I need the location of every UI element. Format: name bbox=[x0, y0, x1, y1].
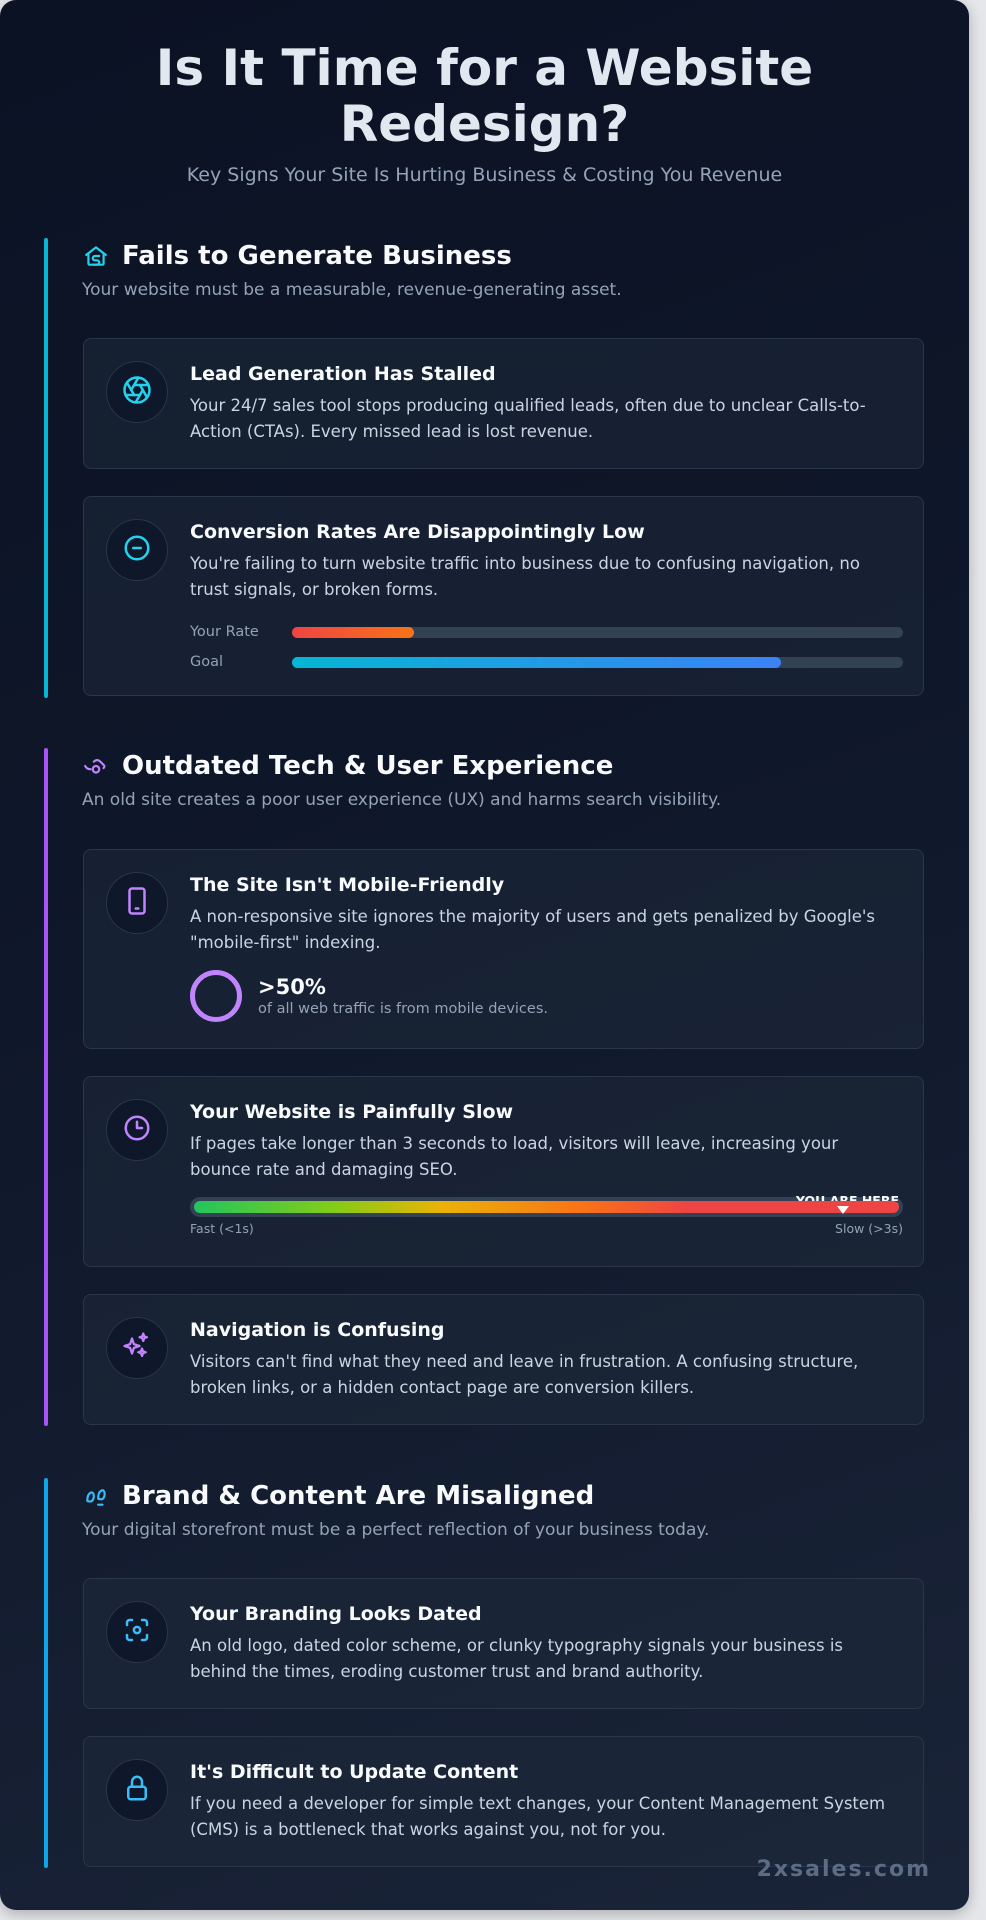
section-title: Brand & Content Are Misaligned bbox=[122, 1481, 595, 1511]
card-conversion-rates: Conversion Rates Are Disappointingly Low… bbox=[83, 496, 924, 696]
card-branding-dated: Your Branding Looks Dated An old logo, d… bbox=[83, 1578, 924, 1709]
card-text: Visitors can't find what they need and l… bbox=[190, 1352, 859, 1397]
rate-comparison: Your Rate Goal bbox=[190, 617, 903, 677]
card-title: The Site Isn't Mobile-Friendly bbox=[190, 874, 505, 896]
card-lead-generation: Lead Generation Has Stalled Your 24/7 sa… bbox=[83, 338, 924, 469]
rate-row-your-rate: Your Rate bbox=[190, 617, 903, 647]
section-accent-bar bbox=[44, 1478, 48, 1868]
hand-coin-icon bbox=[82, 242, 110, 270]
section-brand-content: Brand & Content Are Misaligned Your digi… bbox=[44, 1478, 924, 1868]
section-subtitle: An old site creates a poor user experien… bbox=[82, 790, 722, 810]
card-difficult-update: It's Difficult to Update Content If you … bbox=[83, 1736, 924, 1867]
section-title: Fails to Generate Business bbox=[122, 241, 512, 271]
infographic-page: Is It Time for a Website Redesign? Key S… bbox=[0, 0, 969, 1910]
page-title: Is It Time for a Website Redesign? bbox=[155, 39, 814, 153]
section-fails-to-generate-business: Fails to Generate Business Your website … bbox=[44, 238, 924, 698]
card-text: If you need a developer for simple text … bbox=[190, 1794, 886, 1839]
speed-track bbox=[190, 1197, 903, 1217]
fast-label: Fast (<1s) bbox=[190, 1221, 254, 1236]
card-text: You're failing to turn website traffic i… bbox=[190, 554, 860, 599]
clock-icon bbox=[122, 1113, 152, 1147]
stat-value: >50% bbox=[258, 975, 326, 999]
card-title: Navigation is Confusing bbox=[190, 1319, 445, 1341]
your-rate-bar bbox=[292, 626, 415, 638]
lock-icon bbox=[122, 1773, 152, 1807]
section-outdated-tech: Outdated Tech & User Experience An old s… bbox=[44, 748, 924, 1426]
card-text: Your 24/7 sales tool stops producing qua… bbox=[190, 396, 866, 441]
section-accent-bar bbox=[44, 238, 48, 698]
aperture-icon bbox=[122, 375, 152, 409]
card-title: Your Branding Looks Dated bbox=[190, 1603, 482, 1625]
slow-label: Slow (>3s) bbox=[835, 1221, 903, 1236]
focus-icon bbox=[122, 1615, 152, 1649]
card-text: A non-responsive site ignores the majori… bbox=[190, 907, 876, 952]
mobile-stat: >50% of all web traffic is from mobile d… bbox=[190, 970, 903, 1022]
watermark: 2xsales.com bbox=[756, 1857, 931, 1882]
card-text: An old logo, dated color scheme, or clun… bbox=[190, 1636, 844, 1681]
stat-ring-icon bbox=[190, 970, 242, 1022]
card-title: It's Difficult to Update Content bbox=[190, 1761, 519, 1783]
speed-meter: YOU ARE HERE Fast (<1s) Slow (>3s) bbox=[190, 1193, 903, 1236]
footprints-icon bbox=[82, 1482, 110, 1510]
page-subtitle: Key Signs Your Site Is Hurting Business … bbox=[186, 164, 783, 186]
rate-track bbox=[292, 656, 903, 668]
stat-description: of all web traffic is from mobile device… bbox=[258, 1001, 548, 1017]
rate-row-goal: Goal bbox=[190, 647, 903, 677]
speed-marker-icon bbox=[836, 1206, 849, 1214]
card-painfully-slow: Your Website is Painfully Slow If pages … bbox=[83, 1076, 924, 1267]
card-mobile-friendly: The Site Isn't Mobile-Friendly A non-res… bbox=[83, 849, 924, 1049]
card-title: Conversion Rates Are Disappointingly Low bbox=[190, 521, 645, 543]
hand-pointer-icon bbox=[82, 752, 110, 780]
section-title: Outdated Tech & User Experience bbox=[122, 751, 614, 781]
sparkles-icon bbox=[122, 1331, 152, 1365]
card-text: If pages take longer than 3 seconds to l… bbox=[190, 1134, 839, 1179]
section-accent-bar bbox=[44, 748, 48, 1426]
rate-track bbox=[292, 626, 903, 638]
section-subtitle: Your website must be a measurable, reven… bbox=[82, 280, 622, 300]
section-subtitle: Your digital storefront must be a perfec… bbox=[82, 1520, 710, 1540]
header: Is It Time for a Website Redesign? Key S… bbox=[0, 0, 969, 186]
goal-rate-bar bbox=[292, 656, 781, 668]
card-title: Lead Generation Has Stalled bbox=[190, 363, 496, 385]
card-navigation-confusing: Navigation is Confusing Visitors can't f… bbox=[83, 1294, 924, 1425]
smartphone-icon bbox=[122, 886, 152, 920]
card-title: Your Website is Painfully Slow bbox=[190, 1101, 514, 1123]
minus-circle-icon bbox=[122, 533, 152, 567]
